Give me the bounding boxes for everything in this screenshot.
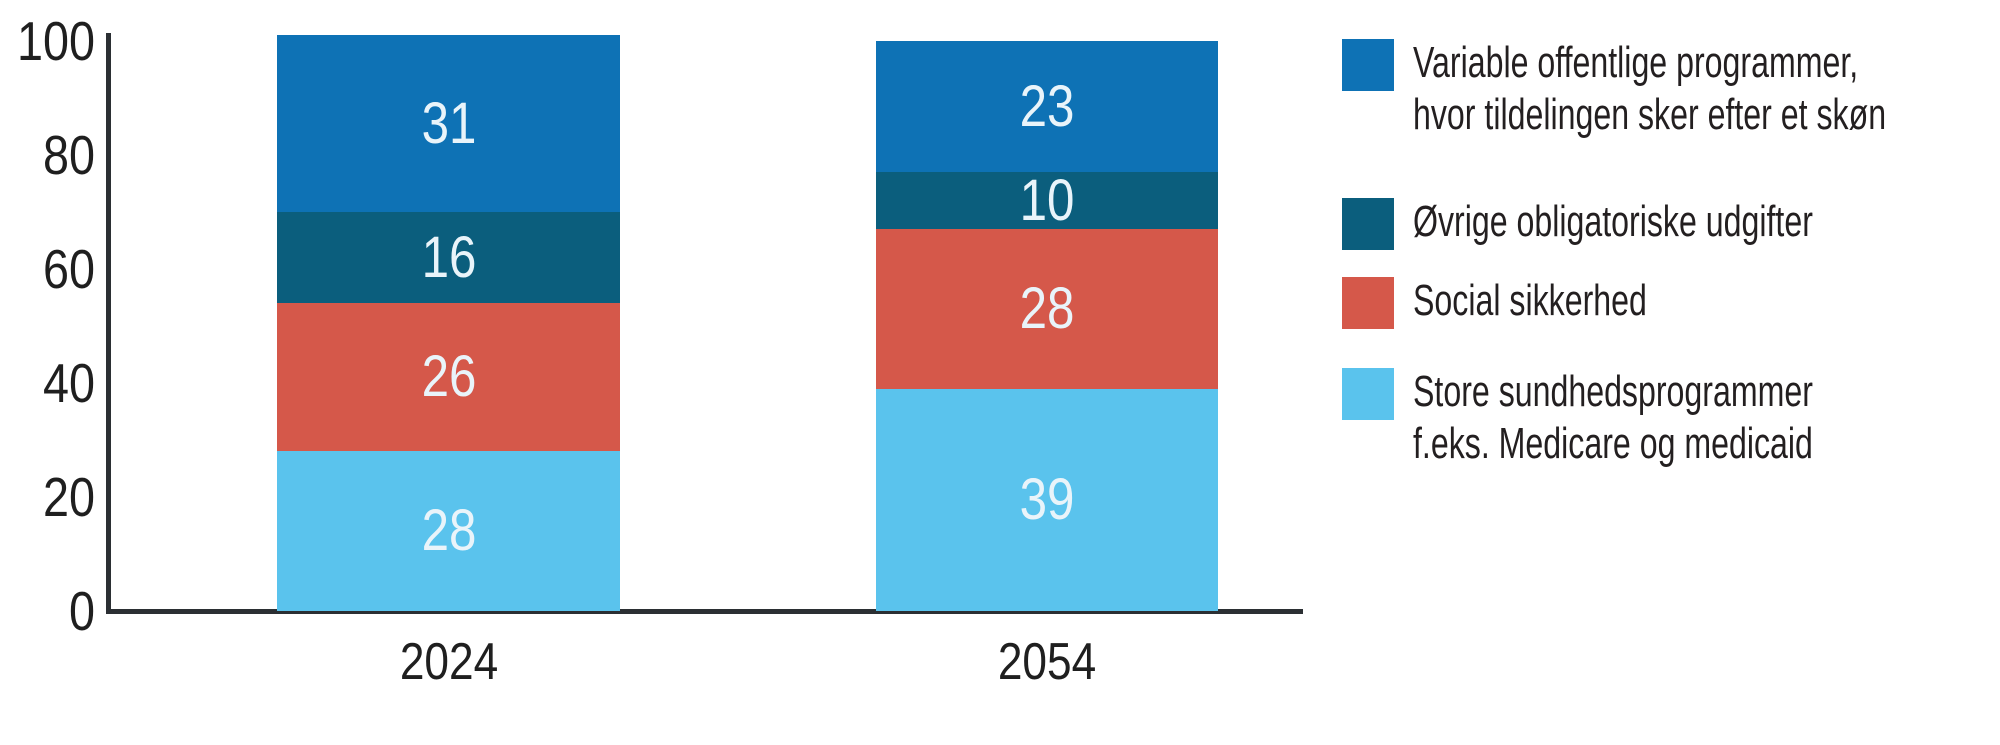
legend-label: Øvrige obligatoriske udgifter: [1413, 197, 1813, 246]
bar-segment: 23: [876, 41, 1218, 173]
y-tick-label: 0: [68, 580, 95, 642]
legend-swatch: [1342, 39, 1394, 91]
segment-value-label: 16: [421, 224, 476, 290]
legend-label: Store sundhedsprogrammer f.eks. Medicare…: [1413, 367, 1813, 468]
x-category-label: 2054: [997, 633, 1097, 691]
legend-label: Social sikkerhed: [1413, 276, 1647, 325]
y-tick-label: 40: [42, 352, 95, 414]
y-tick-label: 100: [16, 10, 95, 72]
y-tick-label: 20: [42, 466, 95, 528]
segment-value-label: 28: [421, 498, 476, 564]
y-tick-label: 60: [42, 238, 95, 300]
segment-value-label: 28: [1019, 275, 1075, 341]
bar-segment: 10: [876, 167, 1218, 233]
segment-value-label: 10: [1019, 167, 1075, 233]
segment-value-label: 26: [421, 344, 476, 410]
segment-value-label: 31: [421, 90, 476, 156]
y-axis-line: [106, 33, 111, 614]
y-tick-label: 80: [42, 124, 95, 186]
x-axis-line: [106, 609, 1303, 614]
segment-value-label: 23: [1019, 73, 1075, 139]
bar-segment: 28: [876, 229, 1218, 389]
segment-value-label: 39: [1019, 466, 1075, 532]
bar-segment: 28: [277, 451, 620, 611]
legend-swatch: [1342, 198, 1394, 250]
bar-segment: 26: [277, 303, 620, 452]
bar-segment: 31: [277, 35, 620, 212]
legend-swatch: [1342, 368, 1394, 420]
x-category-label: 2024: [399, 633, 498, 691]
bar-segment: 39: [876, 388, 1218, 611]
bar-segment: 16: [277, 212, 620, 304]
legend-label: Variable offentlige programmer, hvor til…: [1413, 38, 1887, 139]
legend-swatch: [1342, 277, 1394, 329]
